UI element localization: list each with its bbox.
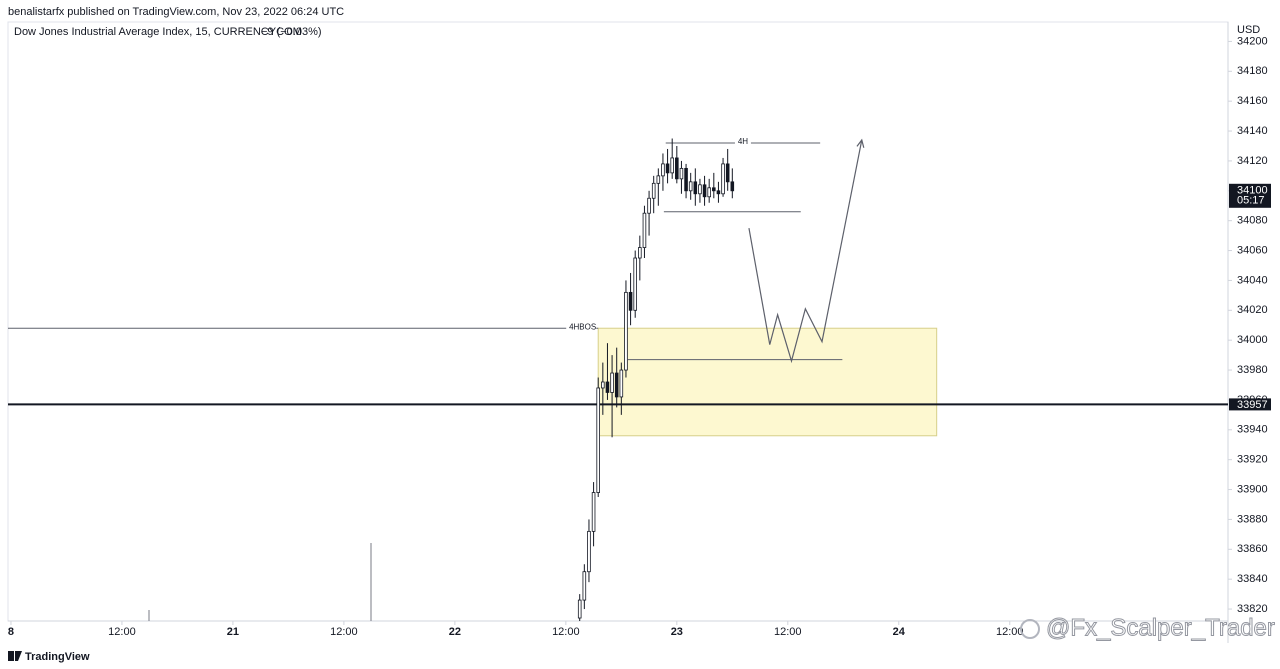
level-label-bg: [566, 322, 597, 333]
candle-body: [698, 184, 702, 195]
y-tick-label: 34080: [1237, 215, 1268, 227]
candle-body: [587, 530, 591, 573]
candle-body: [702, 184, 707, 198]
level-label-bg: [734, 136, 751, 147]
candle-body: [651, 182, 656, 199]
candle-body: [679, 167, 684, 180]
projection-arrowhead: [856, 138, 865, 148]
x-tick-label: 12:00: [774, 626, 802, 638]
x-tick-label: 12:00: [108, 626, 136, 638]
y-tick-label: 34180: [1237, 65, 1268, 77]
y-tick-label: 34000: [1237, 334, 1268, 346]
price-line-label-bg: [1229, 398, 1271, 411]
last-price-bg: [1229, 183, 1271, 208]
x-tick-label: 21: [227, 626, 239, 638]
candle-body: [665, 163, 670, 174]
candle-body: [633, 257, 637, 311]
x-tick-label: 22: [449, 626, 461, 638]
x-tick-label: 23: [671, 626, 683, 638]
candle-body: [596, 387, 600, 493]
x-tick-label: 12:00: [552, 626, 580, 638]
candle-body: [605, 381, 610, 393]
level-label: 4H: [738, 137, 748, 146]
countdown: 05:17: [1237, 195, 1265, 207]
x-tick-label: 12:00: [330, 626, 358, 638]
candle-body: [661, 163, 665, 177]
x-tick-label: 24: [893, 626, 906, 638]
last-price-label: 34100: [1237, 185, 1268, 197]
y-tick-label: 34040: [1237, 274, 1268, 286]
level-label: 4HBOS: [569, 322, 596, 331]
candle-body: [721, 163, 725, 195]
y-tick-label: 34120: [1237, 155, 1268, 167]
chart-title: Dow Jones Industrial Average Index, 15, …: [14, 26, 302, 38]
y-tick-label: 34060: [1237, 244, 1268, 256]
candle-body: [675, 157, 679, 180]
candle-body: [656, 175, 661, 184]
footer-brand: TradingView: [25, 651, 90, 663]
y-tick-label: 34200: [1237, 35, 1268, 47]
projection-path: [748, 139, 863, 364]
y-tick-label: 33940: [1237, 424, 1268, 436]
price-line-label: 33957: [1237, 399, 1268, 411]
y-tick-label: 34160: [1237, 95, 1268, 107]
y-tick-label: 33840: [1237, 573, 1268, 585]
y-tick-label: 33820: [1237, 603, 1268, 615]
candle-body: [670, 157, 674, 174]
y-tick-label: 33880: [1237, 513, 1268, 525]
candle-body: [716, 190, 721, 195]
y-tick-label: 34140: [1237, 125, 1268, 137]
candle-body: [638, 247, 642, 259]
candle-body: [610, 372, 614, 393]
candle-body: [619, 369, 624, 398]
x-tick-label: 8: [8, 626, 14, 638]
watermark-icon: [1020, 619, 1040, 639]
candle-body: [707, 187, 711, 198]
y-tick-label: 33920: [1237, 454, 1268, 466]
candle-body: [725, 163, 730, 183]
candle-body: [642, 212, 647, 248]
y-tick-label: 34020: [1237, 304, 1268, 316]
x-tick-label: 12:00: [996, 626, 1024, 638]
candle-body: [712, 187, 716, 192]
candle-body: [601, 381, 605, 389]
plot-layer: 4HBOS 4H: [8, 40, 1232, 625]
tv-logo: [8, 651, 22, 661]
candle-body: [684, 167, 688, 192]
candle-body: [647, 197, 651, 214]
y-tick-label: 33980: [1237, 364, 1268, 376]
candle-body: [693, 181, 698, 195]
candle-body: [591, 492, 596, 532]
candle-body: [624, 291, 628, 371]
publisher-header: benalistarfx published on TradingView.co…: [8, 6, 344, 18]
candle-body: [582, 571, 587, 601]
candle-body: [730, 181, 735, 192]
candle-body: [628, 291, 633, 311]
y-axis-unit: USD: [1237, 24, 1260, 36]
change: −9 (−0.03%): [261, 26, 322, 38]
watermark: @Fx_Scalper_Trader: [1046, 614, 1275, 641]
candle-body: [688, 181, 693, 192]
candle-body: [614, 372, 619, 398]
candle-body: [577, 599, 582, 619]
demand-zone: [597, 327, 938, 437]
y-tick-label: 33900: [1237, 483, 1268, 495]
y-tick-label: 33860: [1237, 543, 1268, 555]
